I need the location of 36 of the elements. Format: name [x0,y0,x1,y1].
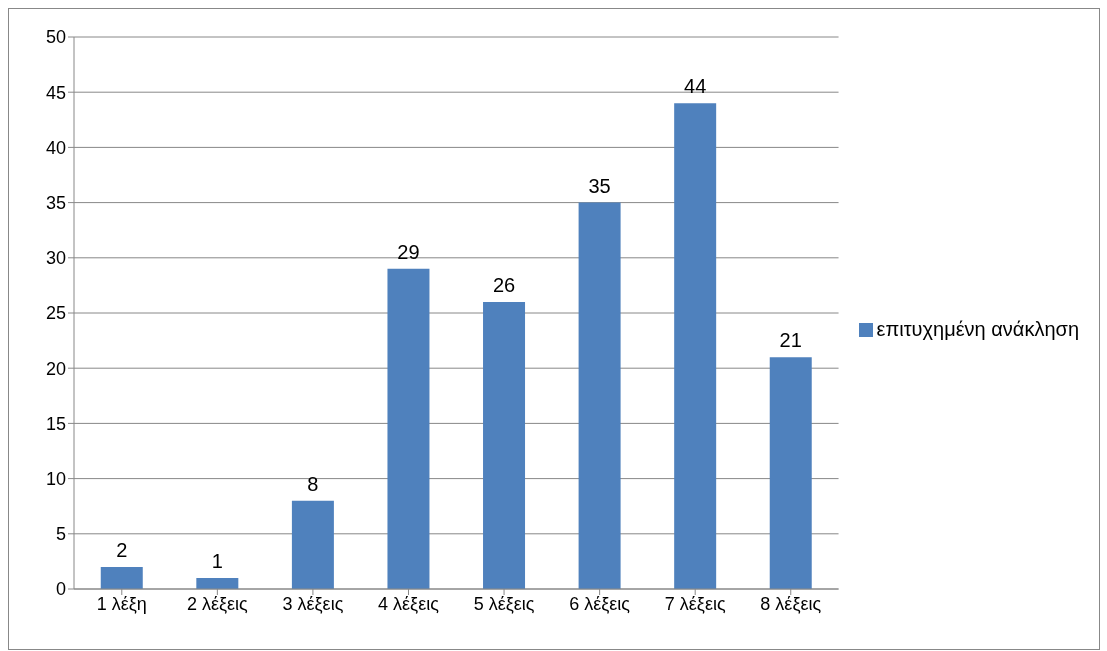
bar [674,103,717,589]
y-tick-label: 15 [45,413,66,434]
bar [483,301,526,589]
y-tick-label: 10 [45,468,66,489]
legend-label: επιτυχημένη ανάκληση [876,317,1079,340]
data-label: 21 [779,329,802,352]
x-tick-label: 2 λέξεις [186,593,249,614]
data-label: 26 [492,273,516,296]
bar [291,500,334,589]
y-tick-label: 20 [45,358,66,379]
x-tick-label: 6 λέξεις [569,593,631,614]
x-tick-label: 8 λέξεις [760,593,822,614]
bar [578,202,621,589]
bar [196,577,239,589]
y-tick-label: 40 [45,137,66,158]
x-tick-label: 7 λέξεις [664,593,726,614]
data-label: 29 [397,240,420,263]
x-tick-label: 5 λέξεις [473,593,535,614]
bar [100,566,143,589]
y-tick-label: 50 [45,27,66,48]
x-tick-label: 4 λέξεις [378,593,440,614]
x-tick-label: 1 λέξη [96,593,147,614]
bar [769,357,812,589]
y-tick-label: 25 [45,303,66,324]
bar [387,268,430,589]
data-label: 35 [588,174,611,197]
y-tick-label: 35 [45,192,66,213]
y-tick-label: 30 [45,248,66,269]
y-tick-label: 5 [55,524,66,545]
y-tick-label: 0 [55,579,66,600]
data-label: 1 [211,549,223,572]
data-label: 2 [116,538,128,561]
data-label: 8 [307,472,319,495]
y-tick-label: 45 [45,82,66,103]
x-tick-label: 3 λέξεις [282,593,344,614]
data-label: 44 [684,75,707,98]
